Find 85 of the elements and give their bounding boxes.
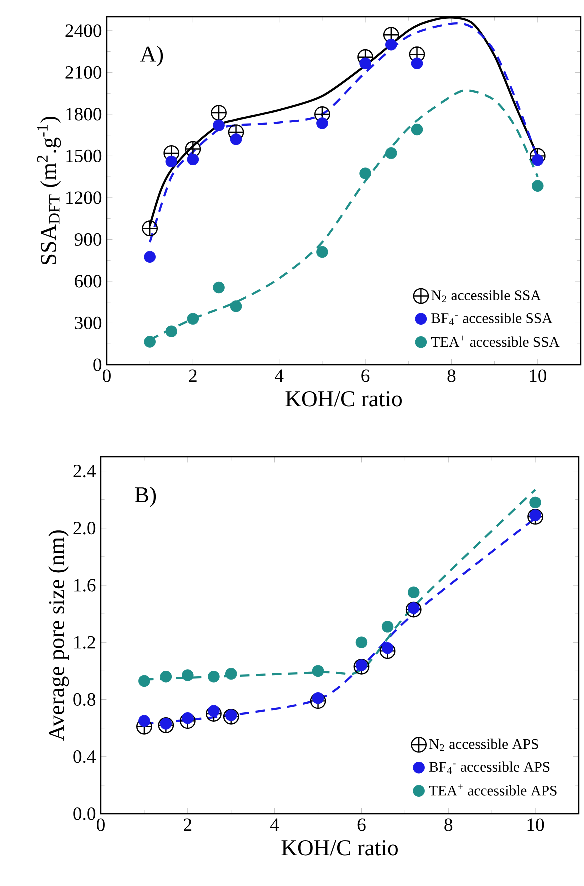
point xyxy=(386,148,398,160)
x-tick-label: 2 xyxy=(189,370,197,382)
point xyxy=(411,58,424,70)
point xyxy=(360,58,372,70)
point xyxy=(406,602,422,618)
y-tick-label: 0.4 xyxy=(74,750,96,764)
point xyxy=(409,46,426,63)
point xyxy=(528,509,544,525)
point xyxy=(411,124,424,136)
y-tick-label: 1.2 xyxy=(74,636,96,649)
point xyxy=(314,106,330,122)
y-tick-label: 2.0 xyxy=(74,522,96,535)
point xyxy=(144,336,156,348)
point xyxy=(208,671,220,683)
point xyxy=(185,141,202,158)
point xyxy=(356,636,368,649)
y-tick-label: 0.8 xyxy=(74,693,96,706)
point xyxy=(386,38,398,51)
x-tick-label: 6 xyxy=(362,370,370,382)
legend-label: BF$_{4}$$^{-}$ accessible SSA xyxy=(432,313,553,326)
point xyxy=(382,621,394,633)
x-tick-label: 4 xyxy=(270,818,280,831)
point xyxy=(530,496,542,509)
point xyxy=(316,246,328,258)
y-tick-label: 300 xyxy=(75,316,102,330)
point xyxy=(144,251,156,263)
point xyxy=(408,586,420,599)
x-axis-title: KOH/C ratio xyxy=(286,391,402,407)
point xyxy=(158,718,174,734)
x-axis-title: KOH/C ratio xyxy=(282,840,398,856)
legend-label: TEA$^{+}$ accessible SSA xyxy=(431,336,560,348)
y-tick-label: 900 xyxy=(74,233,102,246)
x-tick-label: 8 xyxy=(444,818,453,832)
point xyxy=(180,713,196,730)
point xyxy=(230,134,242,146)
point xyxy=(310,693,326,710)
point xyxy=(138,675,150,688)
point xyxy=(532,180,544,192)
y-tick-label: 600 xyxy=(75,275,102,288)
point xyxy=(166,156,178,168)
point xyxy=(316,118,328,130)
point xyxy=(187,313,200,325)
point xyxy=(182,670,194,682)
point xyxy=(360,168,372,180)
y-tick-label: 2100 xyxy=(66,66,102,79)
x-tick-label: 8 xyxy=(448,370,456,382)
x-tick-label: 2 xyxy=(184,818,192,832)
point xyxy=(213,120,225,132)
x-tick-label: 0 xyxy=(103,370,111,382)
point xyxy=(230,300,242,312)
y-tick-label: 0 xyxy=(94,358,102,372)
point xyxy=(225,668,238,680)
point xyxy=(223,708,240,725)
y-tick-label: 1200 xyxy=(66,192,102,204)
point xyxy=(312,665,324,678)
y-tick-label: 1.6 xyxy=(74,579,96,592)
legend-label: N$_{2}$ accessible APS xyxy=(429,738,538,752)
x-tick-label: 6 xyxy=(358,818,366,832)
point xyxy=(187,154,200,166)
point xyxy=(160,671,172,683)
point xyxy=(213,282,225,294)
legend-label: TEA$^{+}$ accessible APS xyxy=(429,784,557,796)
point xyxy=(164,145,180,162)
x-tick-label: 10 xyxy=(530,370,547,382)
legend-label: BF$_{4}$$^{-}$ accessible APS xyxy=(429,762,550,774)
annotation: A) xyxy=(140,46,164,67)
y-tick-label: 1500 xyxy=(66,150,102,163)
y-tick-label: 2.4 xyxy=(74,464,96,478)
y-tick-label: 1800 xyxy=(66,108,102,121)
legend-label: N$_{2}$ accessible SSA xyxy=(432,290,542,303)
y-tick-label: 0.0 xyxy=(74,808,96,820)
y-tick-label: 2400 xyxy=(66,24,102,38)
y-axis-title: SSA$_{DFT}$ (m$^{2}$.g$^{-1}$) xyxy=(37,116,62,265)
point xyxy=(166,326,178,338)
point xyxy=(354,658,370,675)
point xyxy=(138,715,150,728)
y-axis-title: Average pore size (nm) xyxy=(48,530,70,742)
point xyxy=(380,643,396,660)
point xyxy=(383,27,400,44)
point xyxy=(211,105,227,121)
annotation: B) xyxy=(135,486,156,508)
point xyxy=(142,220,158,237)
x-tick-label: 10 xyxy=(528,818,544,832)
x-tick-label: 4 xyxy=(275,370,284,382)
point xyxy=(206,706,222,722)
